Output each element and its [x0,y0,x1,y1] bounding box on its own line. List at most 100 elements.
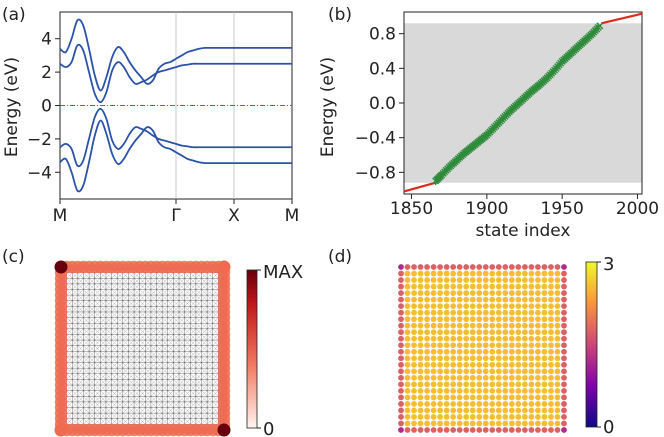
panel-d-bulk-site [515,316,522,323]
panel-c-bond [178,418,185,425]
panel-c-bond [212,300,219,307]
panel-c-bond [83,407,90,414]
panel-d-bulk-site [508,309,515,316]
panel-b-bulk-line-high [601,12,643,25]
panel-d-corner-site [398,264,404,270]
panel-d-edge-site [398,361,404,368]
panel-d-bulk-site [554,368,561,375]
panel-d-edge-site [463,264,470,270]
panel-d-bulk-site [463,381,470,388]
panel-c-bond [105,345,112,352]
panel-c-bond [173,356,180,363]
panel-d-bulk-site [404,420,411,427]
panel-b-label: (b) [328,5,352,25]
panel-d-bulk-site [456,303,463,310]
panel-c-bond [184,317,191,324]
panel-d-bulk-site [437,414,444,420]
panel-a-xtick-label: M [285,206,300,226]
panel-c-bond [173,390,180,397]
panel-c-bond [83,272,90,279]
panel-d-bulk-site [443,368,450,375]
panel-c-bond [66,283,73,290]
panel-c-bond [122,351,129,358]
panel-c-bond [178,294,185,301]
panel-c-bond [173,334,180,341]
panel-d-edge-site [515,264,522,270]
panel-d-bulk-site [521,374,528,381]
panel-c-bond [184,356,191,363]
panel-d-bulk-site [476,348,483,355]
panel-c-bond [94,300,101,307]
panel-c-bond [128,368,135,374]
panel-c-bond [150,300,157,307]
panel-c-bond [72,368,78,374]
panel-c-bond [145,362,152,369]
panel-d-bulk-site [541,316,548,323]
panel-c-bond [156,368,163,374]
panel-d-bulk-site [424,316,430,323]
panel-c-bond [88,278,95,284]
panel-d-edge-site [535,427,541,433]
panel-d-bulk-site [443,296,450,303]
panel-c-bond [145,345,152,352]
panel-d-bulk-site [476,335,483,342]
panel-d-bulk-site [482,361,489,368]
panel-d-edge-site [398,381,404,388]
panel-d-bulk-site [535,277,541,283]
panel-c-bond [167,418,174,425]
panel-b-ytick-label: −0.4 [355,129,396,149]
panel-d-bulk-site [508,394,515,401]
panel-d-bulk-site [495,277,502,283]
panel-c-bond [117,300,123,307]
panel-d-bulk-site [495,342,502,349]
panel-c-colorbar: MAX 0 [246,262,303,437]
panel-d-bulk-site [456,277,463,283]
panel-d-bulk-site [404,348,411,355]
panel-c-bond [77,339,84,346]
panel-c-bond [184,396,191,403]
panel-c-bond [212,390,219,397]
panel-d-bulk-site [548,355,554,362]
panel-c-bond [145,283,152,290]
panel-c-bond [184,351,191,358]
panel-c-bond [128,311,135,318]
panel-c-bond [100,401,107,408]
panel-d-bulk-site [528,270,535,277]
panel-d-bulk-site [469,322,476,329]
panel-c-bond [122,379,129,386]
panel-c-bond [122,339,129,346]
panel-c-bond [167,368,174,374]
panel-d-bulk-site [502,414,509,420]
panel-c-bond [173,407,180,414]
panel-d-bulk-site [456,420,463,427]
panel-d-bulk-site [417,277,424,283]
panel-d-edge-site [476,264,483,270]
panel-c-bond [72,306,78,313]
panel-d-edge-site [456,427,463,433]
panel-d-bulk-site [411,342,417,349]
panel-c-bond [178,278,185,284]
panel-d-bulk-site [463,368,470,375]
panel-d-bulk-site [430,355,437,362]
panel-c-bond [207,396,213,403]
panel-c-bond [207,317,213,324]
panel-c-bond [72,294,78,301]
panel-c-bond [145,272,152,279]
panel-d-bulk-site [417,329,424,336]
panel-d-edge-site [404,427,411,433]
panel-c-bond [173,306,180,313]
panel-d-bulk-site [424,322,430,329]
panel-d-bulk-site [502,368,509,375]
panel-d-bulk-site [521,322,528,329]
panel-d-bulk-site [528,361,535,368]
panel-c-corner-site [217,260,231,274]
panel-d-edge-site [411,264,417,270]
panel-c-bond [195,379,202,386]
panel-c-bond [117,283,123,290]
panel-c-bond [100,283,107,290]
panel-d-bulk-site [404,407,411,414]
panel-c-bond [83,283,90,290]
panel-c-bond [105,390,112,397]
panel-c-bond [184,334,191,341]
panel-c-bond [190,362,197,369]
